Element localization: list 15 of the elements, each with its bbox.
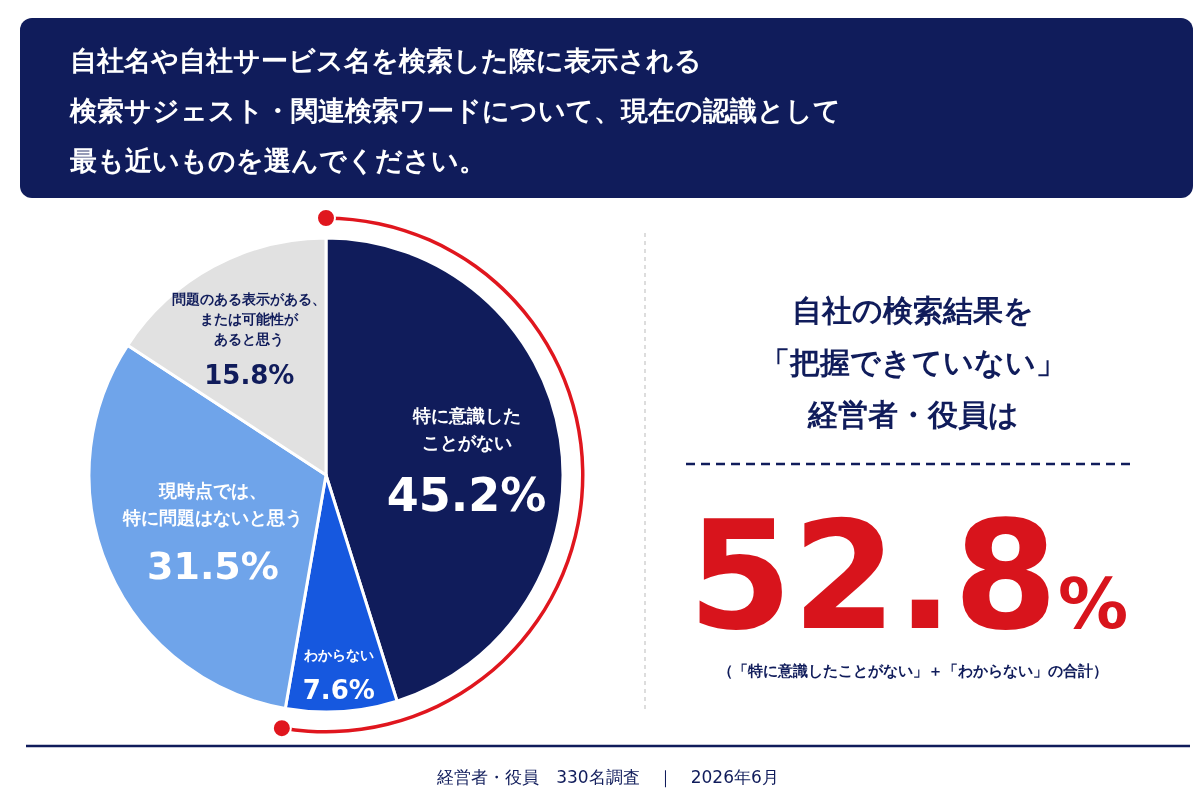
data-label: 31.5%: [147, 544, 279, 589]
slice-label: わからない: [302, 646, 374, 663]
text: 「把握できていない」: [760, 345, 1066, 380]
chart-title: 自社名や自社サービス名を検索した際に表示される検索サジェスト・関連検索ワードについて、現在の認識として最も近いものを選んでください。: [69, 45, 841, 176]
text: 経営者・役員 330名調査 ｜ 2026年6月: [436, 767, 779, 788]
slice-label: 特に意識したことがない: [411, 405, 521, 454]
data-label: 7.6%: [302, 675, 375, 706]
text: 自社の検索結果を: [792, 293, 1034, 328]
text: （「特に意識したことがない」＋「わからない」の合計）: [718, 662, 1108, 680]
slice-label: 現時点では、特に問題はないと思う: [121, 479, 303, 528]
data-label: 15.8%: [204, 359, 295, 390]
data-label: 45.2%: [386, 467, 547, 522]
slice-label: 問題のある表示がある、または可能性があると思う: [172, 291, 327, 349]
text: 経営者・役員は: [806, 397, 1019, 432]
text: 52.8%: [687, 489, 1129, 663]
